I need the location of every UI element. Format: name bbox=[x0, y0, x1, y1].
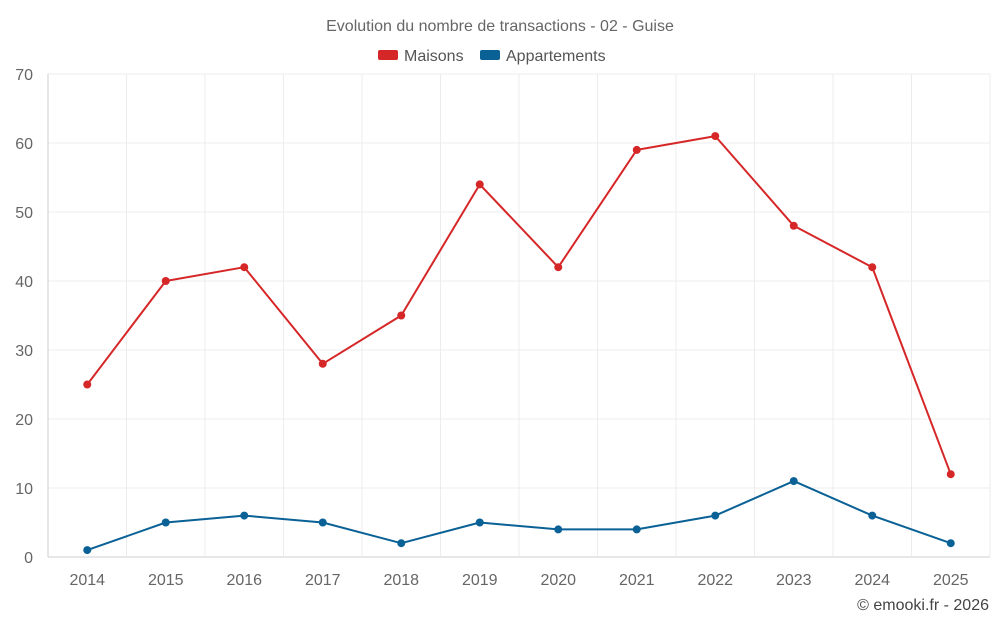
data-point-maisons[interactable] bbox=[946, 470, 955, 479]
x-tick-label: 2018 bbox=[383, 572, 419, 589]
data-point-appartements[interactable] bbox=[789, 477, 798, 486]
y-tick-label: 40 bbox=[15, 274, 33, 291]
y-axis-ticks: 0 10 20 30 40 50 60 70 bbox=[15, 67, 33, 567]
series-line-appartements bbox=[86, 480, 952, 552]
data-point-appartements[interactable] bbox=[554, 525, 563, 534]
y-tick-label: 10 bbox=[15, 481, 33, 498]
x-tick-label: 2023 bbox=[776, 572, 812, 589]
data-point-appartements[interactable] bbox=[83, 546, 92, 555]
x-tick-label: 2016 bbox=[226, 572, 262, 589]
legend-swatch-maisons bbox=[378, 50, 398, 60]
series-layer bbox=[83, 132, 955, 555]
data-point-maisons[interactable] bbox=[711, 132, 720, 141]
x-tick-label: 2014 bbox=[69, 572, 105, 589]
data-point-maisons[interactable] bbox=[789, 221, 798, 230]
legend-label-appartements[interactable]: Appartements bbox=[506, 48, 606, 65]
data-point-maisons[interactable] bbox=[475, 180, 484, 189]
data-point-maisons[interactable] bbox=[240, 263, 249, 272]
data-point-appartements[interactable] bbox=[946, 539, 955, 548]
x-tick-label: 2020 bbox=[540, 572, 576, 589]
data-point-maisons[interactable] bbox=[632, 145, 641, 154]
data-point-maisons[interactable] bbox=[554, 263, 563, 272]
data-point-appartements[interactable] bbox=[711, 511, 720, 520]
y-tick-label: 0 bbox=[24, 550, 33, 567]
x-tick-label: 2024 bbox=[854, 572, 890, 589]
y-tick-label: 70 bbox=[15, 67, 33, 84]
grid bbox=[47, 73, 991, 558]
y-tick-label: 60 bbox=[15, 136, 33, 153]
data-point-appartements[interactable] bbox=[240, 511, 249, 520]
x-tick-label: 2022 bbox=[697, 572, 733, 589]
data-point-appartements[interactable] bbox=[475, 518, 484, 527]
x-tick-label: 2025 bbox=[933, 572, 969, 589]
data-point-maisons[interactable] bbox=[83, 380, 92, 389]
x-tick-label: 2015 bbox=[148, 572, 184, 589]
y-tick-label: 20 bbox=[15, 412, 33, 429]
data-point-maisons[interactable] bbox=[318, 359, 327, 368]
x-tick-label: 2021 bbox=[619, 572, 655, 589]
data-point-appartements[interactable] bbox=[397, 539, 406, 548]
data-point-appartements[interactable] bbox=[868, 511, 877, 520]
credit: © emooki.fr - 2026 bbox=[857, 597, 989, 614]
data-point-appartements[interactable] bbox=[632, 525, 641, 534]
legend: Maisons Appartements bbox=[378, 48, 606, 65]
x-axis-ticks: 2014 2015 2016 2017 2018 2019 2020 2021 2022 2023… bbox=[69, 572, 968, 589]
legend-label-maisons[interactable]: Maisons bbox=[404, 48, 464, 65]
series-line-maisons bbox=[86, 135, 952, 475]
legend-swatch-appartements bbox=[480, 50, 500, 60]
y-tick-label: 30 bbox=[15, 343, 33, 360]
y-tick-label: 50 bbox=[15, 205, 33, 222]
data-point-maisons[interactable] bbox=[397, 311, 406, 320]
x-tick-label: 2019 bbox=[462, 572, 498, 589]
chart-title: Evolution du nombre de transactions - 02… bbox=[326, 18, 674, 35]
data-point-appartements[interactable] bbox=[161, 518, 170, 527]
data-point-maisons[interactable] bbox=[868, 263, 877, 272]
x-tick-label: 2017 bbox=[305, 572, 341, 589]
data-point-maisons[interactable] bbox=[161, 277, 170, 285]
data-point-appartements[interactable] bbox=[318, 518, 327, 527]
